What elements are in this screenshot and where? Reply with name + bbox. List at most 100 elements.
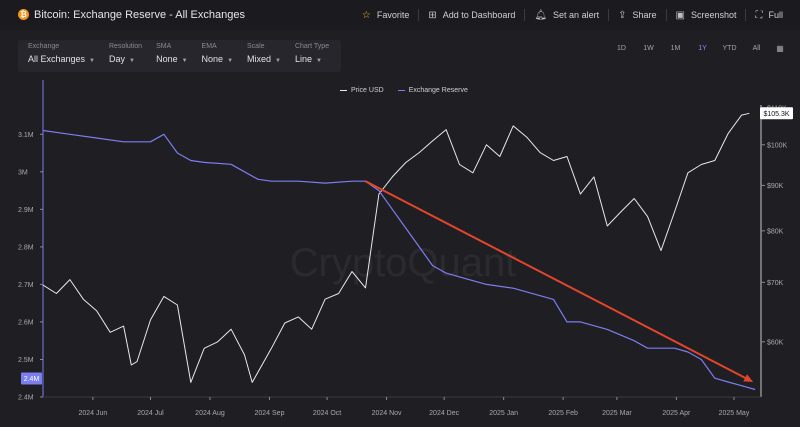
range-ytd[interactable]: YTD (722, 45, 737, 52)
chart-legend: Price USD Exchange Reserve (340, 87, 482, 94)
share-label: Share (632, 10, 657, 20)
x-tick-label: 2024 Dec (429, 410, 459, 417)
range-1d[interactable]: 1D (617, 45, 626, 52)
fullscreen-icon: ⛶ (755, 9, 763, 21)
scale-select[interactable]: Scale Mixed ▼ (241, 40, 289, 72)
x-tick-label: 2024 Nov (372, 410, 402, 417)
reserve-current-badge (21, 372, 42, 385)
divider (608, 9, 610, 21)
sma-select-value: None (156, 54, 178, 64)
fullscreen-label: Full (768, 10, 783, 20)
x-tick-label: 2024 Jun (78, 410, 107, 417)
chevron-down-icon: ▼ (89, 58, 95, 64)
time-range-selector: 1D 1W 1M 1Y YTD All ▦ (608, 41, 790, 57)
y-left-tick-label: 3M (18, 169, 28, 176)
legend-item-reserve[interactable]: Exchange Reserve (397, 87, 468, 94)
y-right-tick-label: $60K (767, 339, 784, 346)
y-left-tick-label: 2.4M (18, 395, 34, 402)
y-left-tick-label: 2.7M (18, 282, 34, 289)
chevron-down-icon: ▼ (316, 58, 322, 64)
header-actions: ☆ Favorite ⊞ Add to Dashboard 🔔︎ Set an … (353, 0, 792, 30)
screenshot-button[interactable]: ▣ Screenshot (667, 0, 746, 30)
y-right-tick-label: $100K (767, 142, 788, 149)
resolution-select[interactable]: Resolution Day ▼ (103, 40, 150, 72)
x-tick-label: 2024 Jul (137, 410, 164, 417)
trend-arrow-line (364, 180, 746, 379)
top-bar: ₿ Bitcoin: Exchange Reserve - All Exchan… (0, 0, 800, 30)
y-left-tick-label: 3.1M (18, 132, 34, 139)
x-tick-label: 2025 Mar (602, 410, 632, 417)
camera-icon: ▣ (675, 9, 685, 21)
resolution-select-value: Day (109, 54, 126, 64)
exchange-select[interactable]: Exchange All Exchanges ▼ (22, 40, 103, 72)
y-left-tick-label: 2.9M (18, 207, 34, 214)
share-button[interactable]: ⇪ Share (609, 0, 665, 30)
x-tick-label: 2024 Aug (195, 410, 225, 417)
bell-icon: 🔔︎ (534, 9, 548, 21)
x-tick-label: 2025 Feb (548, 410, 578, 417)
dashboard-add-icon: ⊞ (428, 9, 437, 21)
y-right-tick-label: $90K (767, 183, 784, 190)
ema-select-label: EMA (201, 43, 217, 50)
price-usd-line (42, 112, 750, 383)
range-all[interactable]: All (752, 45, 761, 52)
x-tick-label: 2025 May (719, 410, 750, 417)
sma-select[interactable]: SMA None ▼ (150, 40, 195, 72)
chevron-down-icon: ▼ (227, 58, 234, 64)
calendar-icon[interactable]: ▦ (776, 44, 784, 53)
scale-select-value: Mixed (247, 54, 272, 64)
favorite-label: Favorite (376, 10, 410, 20)
divider (665, 9, 667, 21)
favorite-button[interactable]: ☆ Favorite (353, 0, 418, 30)
ema-select-value: None (201, 54, 224, 64)
range-1m[interactable]: 1M (670, 45, 681, 52)
x-tick-label: 2025 Jan (489, 410, 518, 417)
divider (418, 9, 420, 21)
chevron-down-icon: ▼ (275, 58, 281, 64)
chevron-down-icon: ▼ (129, 58, 135, 64)
screenshot-label: Screenshot (690, 10, 737, 20)
add-to-dashboard-label: Add to Dashboard (442, 10, 516, 20)
set-alert-button[interactable]: 🔔︎ Set an alert (525, 0, 608, 30)
divider (524, 9, 526, 21)
scale-select-label: Scale (247, 43, 265, 50)
range-1w[interactable]: 1W (643, 45, 654, 52)
y-left-tick-label: 2.5M (18, 357, 34, 364)
y-right-tick-label: $70K (767, 280, 784, 287)
trend-arrow-head (743, 374, 754, 382)
fullscreen-button[interactable]: ⛶ Full (746, 0, 792, 30)
chart-type-select-value: Line (294, 54, 312, 64)
sma-select-label: SMA (156, 43, 172, 50)
legend-label-price: Price USD (351, 87, 384, 94)
x-tick-label: 2024 Sep (254, 410, 284, 417)
share-icon: ⇪ (618, 9, 627, 21)
reserve-current-value: 2.4M (24, 376, 40, 383)
y-left-tick-label: 2.8M (18, 244, 34, 251)
y-right-tick-label: $80K (767, 228, 784, 235)
ema-select[interactable]: EMA None ▼ (196, 40, 241, 72)
exchange-select-label: Exchange (28, 43, 60, 50)
divider (745, 9, 747, 21)
filter-bar: Exchange All Exchanges ▼ Resolution Day ▼ … (18, 40, 342, 72)
legend-label-reserve: Exchange Reserve (408, 87, 468, 94)
add-to-dashboard-button[interactable]: ⊞ Add to Dashboard (419, 0, 524, 30)
chevron-down-icon: ▼ (181, 58, 188, 64)
watermark: CryptoQuant (290, 241, 517, 285)
exchange-select-value: All Exchanges (28, 54, 86, 64)
legend-item-price[interactable]: Price USD (340, 87, 384, 94)
bitcoin-icon: ₿ (18, 9, 29, 20)
legend-swatch-reserve (397, 90, 405, 91)
set-alert-label: Set an alert (553, 10, 600, 20)
page-title: Bitcoin: Exchange Reserve - All Exchange… (34, 9, 245, 21)
price-current-value: $105.3K (763, 111, 789, 118)
chart-type-select[interactable]: Chart Type Line ▼ (289, 40, 337, 72)
chart-type-select-label: Chart Type (294, 43, 330, 50)
legend-swatch-price (340, 90, 347, 91)
chart-panel: Exchange All Exchanges ▼ Resolution Day ▼ … (0, 30, 800, 427)
y-left-tick-label: 2.6M (18, 319, 34, 326)
range-1y[interactable]: 1Y (698, 45, 707, 52)
exchange-reserve-line (42, 129, 756, 391)
x-tick-label: 2024 Oct (313, 410, 341, 417)
price-current-badge (760, 107, 793, 120)
